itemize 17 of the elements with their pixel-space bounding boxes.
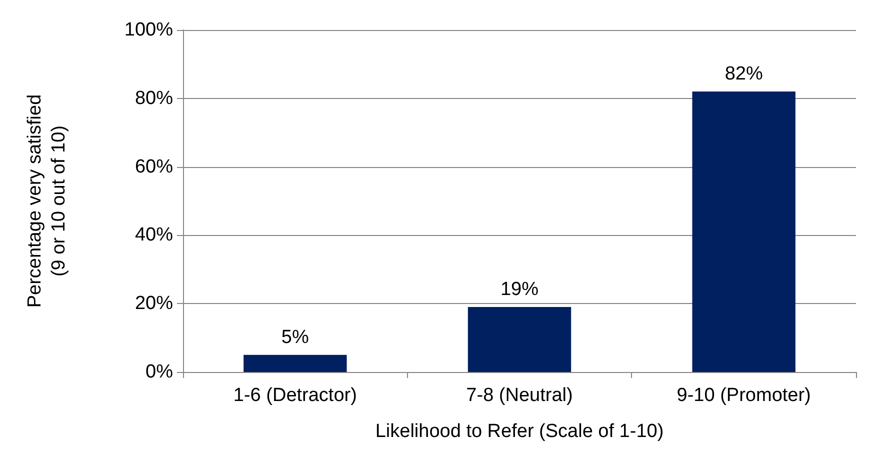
data-label: 5% [281, 326, 309, 348]
y-axis-title: Percentage very satisfied (9 or 10 out of 10) [24, 94, 70, 308]
bar [468, 307, 572, 372]
bar [244, 354, 347, 372]
data-label: 82% [724, 64, 763, 85]
y-tick-label: 0% [146, 362, 174, 382]
y-tick-label: 60% [134, 156, 174, 178]
x-tick-label: 7-8 (Neutral) [466, 385, 573, 406]
y-tick-label: 40% [134, 224, 174, 246]
x-axis-title: Likelihood to Refer (Scale of 1-10) [375, 421, 664, 442]
bar [692, 92, 796, 372]
y-tick-label: 80% [134, 88, 174, 109]
data-label: 19% [500, 279, 539, 300]
y-tick-label: 20% [134, 293, 174, 314]
y-tick-label: 100% [124, 20, 174, 40]
x-tick-label: 9-10 (Promoter) [676, 385, 811, 406]
x-tick-label: 1-6 (Detractor) [233, 385, 357, 406]
